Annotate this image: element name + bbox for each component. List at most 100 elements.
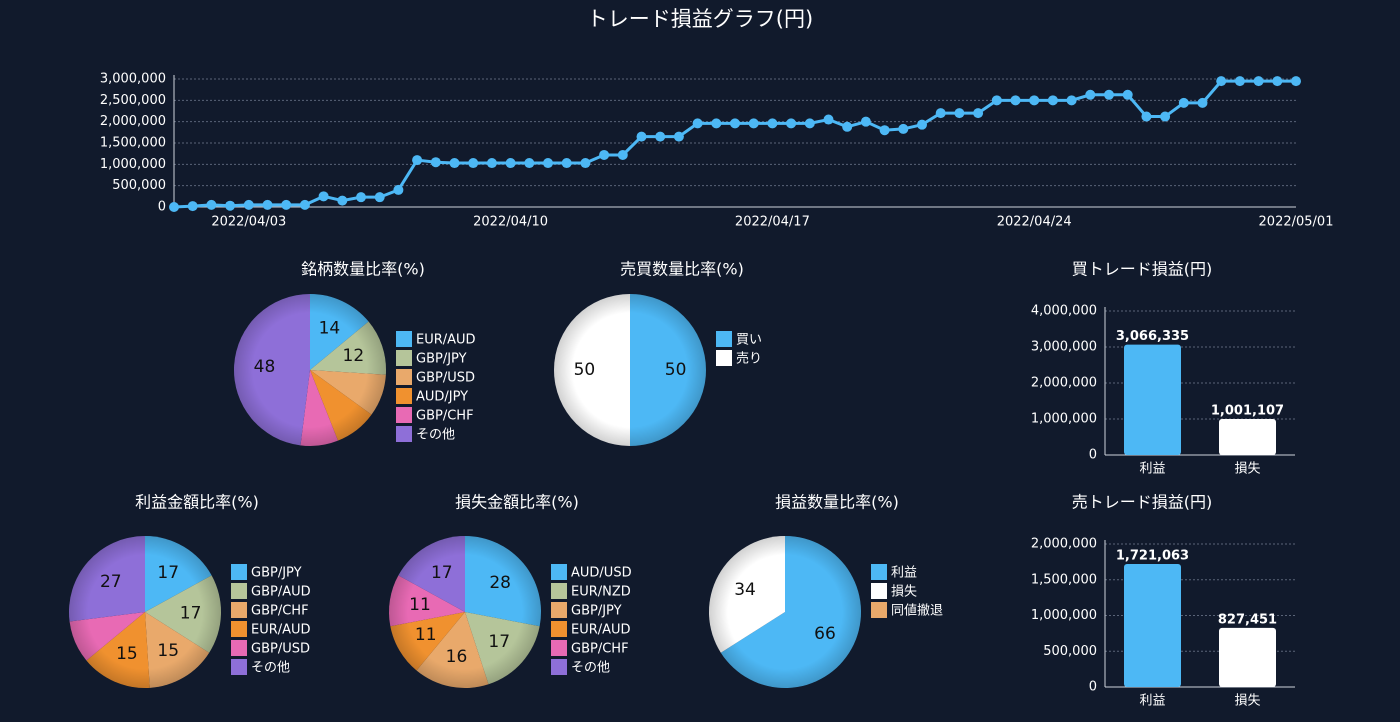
point <box>898 123 909 134</box>
legend-label: GBP/JPY <box>251 566 302 581</box>
point <box>1066 95 1077 106</box>
legend-label: その他 <box>251 661 290 676</box>
slice-label: 27 <box>100 572 122 592</box>
point <box>991 95 1002 106</box>
slice-label: 11 <box>409 595 431 615</box>
point <box>580 158 591 169</box>
x-tick-label: 2022/04/10 <box>473 215 548 230</box>
bar-value-label: 3,066,335 <box>1116 329 1189 344</box>
point <box>1047 95 1058 106</box>
slice-label: 50 <box>665 360 687 380</box>
point <box>1253 76 1264 87</box>
point <box>281 199 292 210</box>
point <box>225 200 236 211</box>
point <box>730 118 740 129</box>
point <box>169 202 179 212</box>
chart-title: 損益数量比率(%) <box>775 493 899 512</box>
slice-label: 17 <box>157 563 179 583</box>
legend-swatch <box>551 564 567 580</box>
point <box>917 119 927 130</box>
x-tick-label: 2022/04/03 <box>211 215 286 230</box>
legend-swatch <box>396 388 412 404</box>
legend-swatch <box>551 659 567 675</box>
point <box>1085 89 1096 100</box>
legend-label: 損失 <box>891 585 917 600</box>
y-tick-label: 1,500,000 <box>1031 572 1097 587</box>
legend-swatch <box>551 583 567 599</box>
y-tick-label: 0 <box>1089 448 1097 463</box>
slice-label: 17 <box>431 563 453 583</box>
point <box>655 131 666 142</box>
point <box>1160 111 1171 122</box>
legend-swatch <box>396 331 412 347</box>
legend-swatch <box>231 564 247 580</box>
legend-label: 利益 <box>891 566 917 581</box>
point <box>1010 95 1021 106</box>
legend-label: EUR/AUD <box>251 623 311 638</box>
bar-value-label: 1,001,107 <box>1211 403 1284 418</box>
point <box>1234 76 1245 87</box>
legend-label: GBP/JPY <box>571 604 622 619</box>
point <box>337 195 348 206</box>
point <box>1197 97 1208 108</box>
point <box>748 118 759 129</box>
point <box>374 192 385 203</box>
legend-label: AUD/JPY <box>416 390 468 405</box>
legend-swatch <box>716 350 732 366</box>
legend-label: GBP/CHF <box>571 642 629 657</box>
legend-swatch <box>871 564 887 580</box>
point <box>561 158 572 169</box>
point <box>356 192 366 203</box>
slice-label: 48 <box>254 357 276 377</box>
point <box>711 118 722 129</box>
point <box>1104 89 1114 100</box>
legend-label: GBP/CHF <box>416 409 474 424</box>
point <box>412 155 423 166</box>
legend-swatch <box>231 583 247 599</box>
point <box>1141 111 1152 122</box>
point <box>449 158 460 169</box>
bar-value-label: 827,451 <box>1218 612 1277 627</box>
point <box>636 131 647 142</box>
legend-label: AUD/USD <box>571 566 632 581</box>
bar-value-label: 1,721,063 <box>1116 548 1189 563</box>
x-tick-label: 2022/04/24 <box>997 215 1072 230</box>
y-tick-label: 500,000 <box>1043 644 1097 659</box>
x-tick-label: 損失 <box>1234 694 1260 709</box>
bar <box>1124 344 1181 455</box>
legend-swatch <box>396 426 412 442</box>
legend-label: 買い <box>736 333 762 348</box>
point <box>767 118 778 129</box>
y-tick-label: 500,000 <box>112 178 166 193</box>
point <box>486 158 497 169</box>
chart-title: トレード損益グラフ(円) <box>587 7 813 31</box>
point <box>318 191 329 202</box>
y-tick-label: 1,000,000 <box>1031 412 1097 427</box>
chart-title: 売買数量比率(%) <box>620 260 744 279</box>
point <box>935 108 946 119</box>
point <box>617 149 628 160</box>
chart-title: 損失金額比率(%) <box>455 493 579 512</box>
point <box>430 157 441 168</box>
x-tick-label: 利益 <box>1139 694 1165 709</box>
legend-swatch <box>551 640 567 656</box>
legend-label: GBP/JPY <box>416 352 467 367</box>
point <box>823 114 834 125</box>
bar <box>1219 627 1276 687</box>
slice-label: 66 <box>814 624 836 644</box>
legend-swatch <box>396 369 412 385</box>
chart-title: 銘柄数量比率(%) <box>301 260 425 279</box>
bar <box>1124 563 1181 687</box>
legend-label: その他 <box>571 661 610 676</box>
point <box>206 199 217 210</box>
point <box>299 199 310 210</box>
y-tick-label: 4,000,000 <box>1031 304 1097 319</box>
slice-label: 15 <box>116 644 138 664</box>
slice-label: 12 <box>343 346 365 366</box>
legend-label: GBP/USD <box>416 371 475 386</box>
slice-label: 17 <box>180 603 202 623</box>
slice-label: 11 <box>415 625 437 645</box>
slice-label: 16 <box>446 647 468 667</box>
point <box>673 131 684 142</box>
y-tick-label: 0 <box>158 200 166 215</box>
